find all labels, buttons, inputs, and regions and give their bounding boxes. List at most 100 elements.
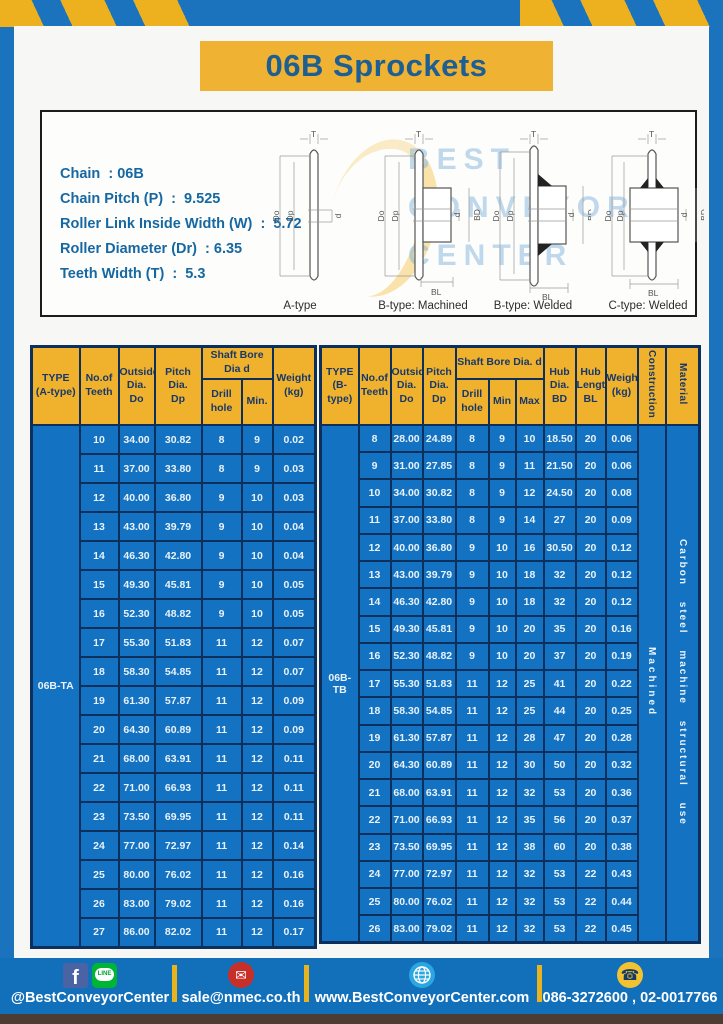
header-line: Weight <box>276 372 312 385</box>
email-icon[interactable]: ✉ <box>228 962 254 988</box>
phone-icon[interactable]: ☎ <box>617 962 643 988</box>
data-cell: 25 <box>514 669 545 699</box>
content-sheet: 06B Sprockets BEST CONVEYOR CENTER Chain… <box>14 26 709 958</box>
data-cell: 24 <box>78 830 120 861</box>
col-header-pitch-dia: Pitch Dia. Dp <box>153 345 203 426</box>
data-cell: 86.00 <box>117 917 156 948</box>
social-icons: f LINE <box>63 961 117 989</box>
data-cell: 10 <box>240 511 274 542</box>
data-cell: 20 <box>574 614 607 644</box>
website-url[interactable]: www.BestConveyorCenter.com <box>314 990 530 1006</box>
data-cell: 63.91 <box>421 778 457 808</box>
data-cell: 0.05 <box>271 598 317 629</box>
data-cell: 55.30 <box>117 627 156 658</box>
data-cell: 57.87 <box>153 685 203 716</box>
header-line: No.of <box>85 372 113 385</box>
data-cell: 51.83 <box>153 627 203 658</box>
data-cell: 12 <box>240 656 274 687</box>
email-contact-group[interactable]: ✉ sale@nmec.co.th <box>182 961 300 1006</box>
website-contact-group[interactable]: www.BestConveyorCenter.com <box>312 961 532 1006</box>
line-app-icon[interactable]: LINE <box>92 962 117 988</box>
data-cell: 27 <box>542 505 577 535</box>
table-row: 17 55.30 51.83 11 12 25 41 20 0.22 <box>321 669 700 699</box>
table-row: 23 73.50 69.95 11 12 0.11 <box>32 801 317 832</box>
data-cell: 32 <box>514 914 545 944</box>
data-cell: 23 <box>357 832 392 862</box>
header-line: Dia. <box>396 379 417 392</box>
social-handle[interactable]: @BestConveyorCenter <box>10 990 170 1006</box>
data-cell: 52.30 <box>117 598 156 629</box>
data-cell: 34.00 <box>389 478 424 508</box>
data-cell: 0.11 <box>271 772 317 803</box>
data-cell: 33.80 <box>421 505 457 535</box>
social-contact-group[interactable]: f LINE @BestConveyorCenter <box>10 961 170 1006</box>
data-cell: 22 <box>574 914 607 944</box>
data-cell: 39.79 <box>153 511 203 542</box>
data-cell: 44 <box>542 696 577 726</box>
data-cell: 8 <box>454 478 490 508</box>
email-address[interactable]: sale@nmec.co.th <box>181 990 301 1006</box>
data-cell: 12 <box>240 830 274 861</box>
data-cell: 14 <box>78 540 120 571</box>
table-row: 25 80.00 76.02 11 12 32 53 22 0.44 <box>321 886 700 917</box>
data-cell: 10 <box>487 614 517 644</box>
data-cell: 45.81 <box>421 614 457 644</box>
header-line: Hub <box>580 365 601 378</box>
header-line: TYPE <box>42 372 70 385</box>
data-cell: 11 <box>454 750 490 781</box>
data-cell: 83.00 <box>117 888 156 919</box>
data-cell: 11 <box>454 723 490 753</box>
data-cell: 66.93 <box>421 805 457 835</box>
sprocket-section-drawing: T Do Dp d BD <box>603 130 704 298</box>
data-cell: 60.89 <box>421 750 457 781</box>
data-cell: 30.50 <box>542 532 577 563</box>
data-cell: 0.44 <box>604 886 639 917</box>
phone-numbers[interactable]: 086-3272600 , 02-0017766 <box>542 990 718 1006</box>
dim-label-d: d <box>333 213 343 218</box>
globe-icon[interactable] <box>409 962 435 988</box>
facebook-icon[interactable]: f <box>63 962 88 988</box>
data-cell: 18 <box>357 696 392 726</box>
data-cell: 0.16 <box>271 888 317 919</box>
data-cell: 12 <box>487 696 517 726</box>
data-cell: 69.95 <box>153 801 203 832</box>
data-cell: 0.04 <box>271 511 317 542</box>
data-cell: 8 <box>200 424 243 455</box>
data-cell: 46.30 <box>117 540 156 571</box>
data-cell: 58.30 <box>117 656 156 687</box>
data-cell: 12 <box>487 778 517 808</box>
data-cell: 12 <box>240 917 274 948</box>
header-line: (B-type) <box>327 379 353 405</box>
data-cell: 48.82 <box>153 598 203 629</box>
data-cell: 20 <box>574 587 607 617</box>
page-title: 06B Sprockets <box>265 48 488 83</box>
data-cell: 12 <box>240 714 274 745</box>
drawing-c-type-welded: T Do Dp d BD <box>589 130 707 312</box>
col-header-shaft-bore: Shaft Bore Dia d <box>200 345 274 380</box>
data-cell: 37.00 <box>117 453 156 484</box>
table-row: 21 68.00 63.91 11 12 0.11 <box>32 743 317 774</box>
data-cell: 10 <box>78 424 120 455</box>
table-row: 17 55.30 51.83 11 12 0.07 <box>32 627 317 658</box>
phone-contact-group[interactable]: ☎ 086-3272600 , 02-0017766 <box>542 961 718 1006</box>
data-cell: 9 <box>454 587 490 617</box>
data-cell: 53 <box>542 778 577 808</box>
table-row: 14 46.30 42.80 9 10 0.04 <box>32 540 317 571</box>
data-cell: 20 <box>78 714 120 745</box>
line-bubble: LINE <box>95 967 114 981</box>
data-cell: 32 <box>514 859 545 889</box>
title-banner: 06B Sprockets <box>200 41 553 91</box>
data-cell: 0.09 <box>604 505 639 535</box>
header-line: Teeth <box>360 386 389 398</box>
data-cell: 32 <box>514 778 545 808</box>
data-cell: 61.30 <box>117 685 156 716</box>
data-cell: 0.12 <box>604 532 639 563</box>
data-cell: 12 <box>78 482 120 513</box>
col-header-pitch-dia: Pitch Dia. Dp <box>421 345 457 426</box>
footer-divider <box>304 965 309 1002</box>
data-cell: 0.25 <box>604 696 639 726</box>
data-cell: 20 <box>574 505 607 535</box>
dim-label-do: Do <box>603 210 613 221</box>
data-cell: 9 <box>454 560 490 590</box>
